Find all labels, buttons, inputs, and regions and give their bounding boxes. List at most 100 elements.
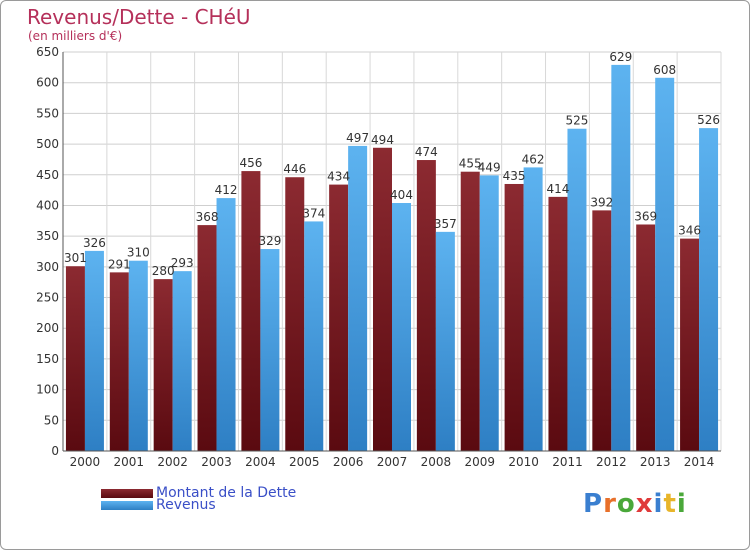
- bar-dette-2008: [416, 160, 436, 451]
- value-label-revenus-2007: 404: [390, 188, 413, 202]
- value-label-dette-2007: 494: [371, 133, 394, 147]
- bar-revenus-2014: [699, 128, 719, 451]
- value-label-dette-2003: 368: [196, 210, 219, 224]
- value-label-dette-2000: 301: [64, 251, 87, 265]
- value-label-revenus-2010: 462: [522, 152, 545, 166]
- bar-dette-2005: [285, 177, 305, 451]
- value-label-dette-2006: 434: [327, 170, 350, 184]
- bar-revenus-2012: [611, 64, 631, 451]
- y-tick-label-0: 0: [51, 444, 59, 458]
- logo-letter: i: [676, 489, 687, 519]
- value-label-revenus-2002: 293: [171, 256, 194, 270]
- y-tick-label-250: 250: [36, 291, 59, 305]
- value-label-revenus-2012: 629: [609, 50, 632, 64]
- bar-revenus-2000: [84, 250, 104, 451]
- logo-letter: x: [635, 489, 654, 519]
- y-tick-label-500: 500: [36, 137, 59, 151]
- value-label-revenus-2000: 326: [83, 236, 106, 250]
- y-tick-label-200: 200: [36, 321, 59, 335]
- x-tick-label-2005: 2005: [289, 455, 320, 469]
- value-label-dette-2014: 346: [678, 224, 701, 238]
- legend-swatch-dette: [101, 489, 153, 498]
- value-label-revenus-2006: 497: [346, 131, 369, 145]
- value-label-revenus-2014: 526: [697, 113, 720, 127]
- bar-dette-2004: [241, 171, 261, 451]
- x-tick-label-2011: 2011: [552, 455, 583, 469]
- bar-revenus-2008: [435, 231, 455, 451]
- y-tick-label-600: 600: [36, 76, 59, 90]
- x-tick-label-2014: 2014: [684, 455, 715, 469]
- chart-subtitle: (en milliers d'€): [28, 29, 123, 43]
- bar-dette-2006: [329, 184, 349, 452]
- x-tick-label-2008: 2008: [421, 455, 452, 469]
- value-label-dette-2009: 455: [459, 157, 482, 171]
- value-label-dette-2010: 435: [503, 169, 526, 183]
- bar-dette-2002: [153, 279, 173, 451]
- y-tick-label-150: 150: [36, 352, 59, 366]
- logo-letter: o: [616, 489, 636, 519]
- bar-revenus-2001: [128, 260, 148, 451]
- y-tick-label-50: 50: [44, 413, 59, 427]
- value-label-dette-2001: 291: [108, 257, 131, 271]
- bar-revenus-2009: [479, 175, 499, 452]
- x-tick-label-2002: 2002: [157, 455, 188, 469]
- bar-revenus-2006: [348, 145, 368, 451]
- value-label-revenus-2003: 412: [215, 183, 238, 197]
- x-tick-label-2006: 2006: [333, 455, 364, 469]
- chart-title: Revenus/Dette - CHéU: [27, 5, 251, 29]
- bar-dette-2011: [548, 196, 568, 451]
- bar-revenus-2013: [655, 77, 675, 451]
- y-tick-label-400: 400: [36, 198, 59, 212]
- bar-revenus-2010: [523, 167, 543, 451]
- x-tick-label-2013: 2013: [640, 455, 671, 469]
- x-tick-label-2001: 2001: [114, 455, 145, 469]
- bar-dette-2000: [65, 266, 85, 451]
- x-tick-label-2000: 2000: [70, 455, 101, 469]
- value-label-revenus-2013: 608: [653, 63, 676, 77]
- logo-letter: t: [663, 489, 677, 519]
- bar-dette-2012: [592, 210, 612, 451]
- x-tick-label-2003: 2003: [201, 455, 232, 469]
- bar-revenus-2004: [260, 249, 280, 451]
- logo-letter: r: [603, 489, 617, 519]
- value-label-dette-2008: 474: [415, 145, 438, 159]
- x-tick-label-2010: 2010: [508, 455, 539, 469]
- value-label-dette-2004: 456: [239, 156, 262, 170]
- value-label-dette-2002: 280: [152, 264, 175, 278]
- value-label-revenus-2011: 525: [566, 114, 589, 128]
- y-tick-label-650: 650: [36, 45, 59, 59]
- axes: 0 50 100 150 200 250 300 350 400 450 500 550 600 650 2…: [36, 45, 721, 469]
- value-label-revenus-2001: 310: [127, 246, 150, 260]
- bar-dette-2014: [680, 238, 700, 451]
- bar-dette-2010: [504, 183, 524, 451]
- bar-revenus-2002: [172, 271, 192, 451]
- value-label-dette-2011: 414: [547, 182, 570, 196]
- x-tick-label-2004: 2004: [245, 455, 276, 469]
- value-label-revenus-2009: 449: [478, 160, 501, 174]
- x-tick-label-2012: 2012: [596, 455, 627, 469]
- y-tick-label-300: 300: [36, 260, 59, 274]
- bar-dette-2001: [109, 272, 129, 451]
- value-label-revenus-2008: 357: [434, 217, 457, 231]
- bar-dette-2003: [197, 225, 217, 451]
- value-label-dette-2013: 369: [634, 209, 657, 223]
- bar-dette-2013: [636, 224, 656, 451]
- bar-revenus-2011: [567, 128, 587, 451]
- x-tick-label-2007: 2007: [377, 455, 408, 469]
- legend-label-dette: Montant de la Dette: [156, 485, 297, 501]
- value-label-dette-2005: 446: [283, 162, 306, 176]
- bar-dette-2009: [460, 171, 480, 451]
- y-tick-label-550: 550: [36, 106, 59, 120]
- legend-label-revenus: Revenus: [156, 497, 216, 513]
- legend-swatch-revenus: [101, 501, 153, 510]
- logo-letter: i: [653, 489, 664, 519]
- value-label-dette-2012: 392: [590, 195, 613, 209]
- bar-revenus-2007: [392, 203, 411, 451]
- y-tick-label-350: 350: [36, 229, 59, 243]
- bar-revenus-2005: [304, 221, 324, 451]
- bar-revenus-2003: [216, 198, 236, 451]
- value-label-revenus-2005: 374: [302, 206, 325, 220]
